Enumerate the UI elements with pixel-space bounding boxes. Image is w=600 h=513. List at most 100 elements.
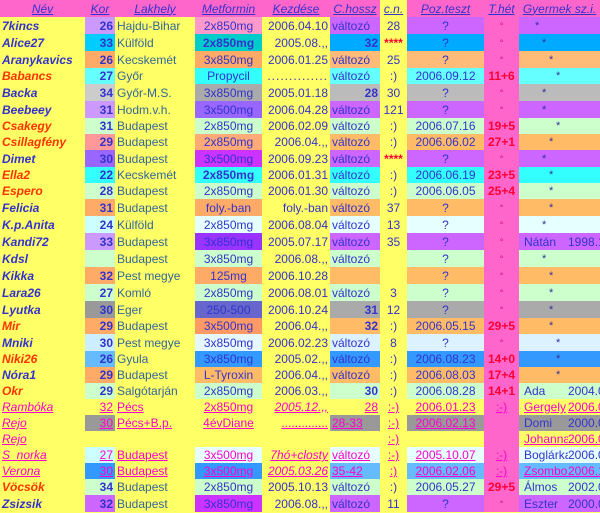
positive-test-value: ? (442, 102, 449, 117)
cell-name[interactable]: Rejo (0, 415, 85, 431)
cell-name[interactable]: Rambóka (0, 399, 85, 415)
table-row[interactable]: Rambóka 32 Pécs 2x850mg 2005.12.,, 28:-) 2006.… (0, 399, 600, 415)
table-row[interactable]: Csakegy 31 Budapest 2x850mg 2006.02.09 változ… (0, 118, 600, 134)
cell-name[interactable]: Verona (0, 463, 85, 479)
table-row[interactable]: Vöcsök 34 Budapest 2x850mg 2005.10.13 változó… (0, 479, 600, 495)
star-marker: * (549, 269, 554, 282)
table-row[interactable]: Niki26 26 Gyula 3x850mg 2005.02.,, változó:) 2… (0, 351, 600, 367)
column-header-thet[interactable]: T.hét (484, 0, 519, 17)
cell-age: 27 (85, 68, 115, 84)
cell-name[interactable]: Csillagfény (0, 134, 85, 150)
cell-name[interactable]: Lyutka (0, 301, 85, 318)
cell-name[interactable]: Nóra1 (0, 367, 85, 383)
cell-name[interactable]: Mniki (0, 334, 85, 351)
column-header-gyermek[interactable]: Gyermek sz.i. (519, 0, 600, 17)
cell-age: 33 (85, 34, 115, 51)
cell-name[interactable]: Ella2 (0, 167, 85, 183)
table-row[interactable]: Babancs 27 Győr Propycil.............. válto… (0, 68, 600, 84)
star-marker: * (549, 169, 554, 181)
cell-name[interactable]: Felicia (0, 199, 85, 216)
age-value: 26 (99, 52, 113, 67)
table-row[interactable]: Dimet 30 Budapest 3x500mg 2006.09.23 változó *… (0, 150, 600, 167)
cell-pregnancy-week: ° (484, 301, 519, 318)
cell-name[interactable]: 7kincs (0, 17, 85, 34)
cell-cycle-length: változó (330, 150, 380, 167)
residence-value: Kecskemét (117, 52, 177, 67)
star-marker: * (535, 19, 540, 32)
cell-name[interactable]: S_norka (0, 447, 85, 463)
cell-positive-test: 2006.06.19 (407, 167, 484, 183)
table-row[interactable]: Zsizsik 32 Budapest 3x850mg 2006.08.,, változ… (0, 495, 600, 512)
start-date-value: 2006.03.,, (274, 384, 328, 398)
cell-residence: Budapest (115, 250, 195, 267)
cell-name[interactable]: Lara26 (0, 284, 85, 301)
residence-value: Gyula (117, 352, 149, 366)
table-row[interactable]: K.p.Anita 24 Külföld 2x850mg 2006.08.04 válto… (0, 216, 600, 233)
cell-name[interactable]: Aranykavics (0, 51, 85, 68)
name-label: Lyutka (2, 302, 41, 317)
cell-name[interactable]: Csakegy (0, 118, 85, 134)
positive-test-value: 2006.02.06 (415, 464, 476, 478)
start-date-value: 2006.09.23 (267, 151, 328, 166)
cell-name[interactable]: Mir (0, 318, 85, 334)
metformin-value: 3x850mg (203, 352, 254, 366)
table-row[interactable]: Ella2 22 Kecskemét 2x850mg 2006.01.31 változó… (0, 167, 600, 183)
column-header-metformin[interactable]: Metformin (195, 0, 262, 17)
column-header-kezdese[interactable]: Kezdése (262, 0, 330, 17)
table-row[interactable]: Felicia 31 Budapest foly.-ban foly.-ban válto… (0, 199, 600, 216)
table-row[interactable]: Csillagfény 29 Budapest 2x850mg 2006.04.,, vá… (0, 134, 600, 150)
column-header-nev[interactable]: Név (0, 0, 85, 17)
cell-name[interactable]: Kdsl (0, 250, 85, 267)
cell-name[interactable]: Beebeey (0, 101, 85, 118)
table-row[interactable]: Aranykavics 26 Kecskemét 3x850mg 2006.01.25 v… (0, 51, 600, 68)
cell-age: 28 (85, 183, 115, 199)
table-row[interactable]: Nóra1 29 Budapest L-Tyroxin 2006.04.,, változ… (0, 367, 600, 383)
cell-name[interactable]: Zsizsik (0, 495, 85, 512)
cell-name[interactable]: Espero (0, 183, 85, 199)
table-row[interactable]: S_norka 27 Budapest 3x500mg 7hó+closty változ… (0, 447, 600, 463)
table-row[interactable]: Alice27 33 Külföld 2x850mg 2005.08.,, 32 ****?… (0, 34, 600, 51)
cell-name[interactable]: K.p.Anita (0, 216, 85, 233)
column-header-chossz[interactable]: C.hossz (330, 0, 380, 17)
cell-name[interactable]: Alice27 (0, 34, 85, 51)
table-row[interactable]: Rejo 30 Pécs+B.p. 4évDiane.............. 28-… (0, 415, 600, 431)
residence-value: Külföld (117, 217, 154, 232)
table-row[interactable]: Mniki 30 Pest megye 3x850mg 2006.02.23 változ… (0, 334, 600, 351)
cell-name[interactable]: Babancs (0, 68, 85, 84)
table-row[interactable]: Lara26 27 Komló 2x850mg 2006.08.01 változó 3? °… (0, 284, 600, 301)
table-row[interactable]: Mir 29 Budapest 3x500mg 2006.04.,, 32:) 2006.0… (0, 318, 600, 334)
cell-name[interactable]: Kikka (0, 267, 85, 284)
column-header-cn[interactable]: c.n. (380, 0, 407, 17)
residence-value: Hajdu-Bihar (117, 18, 181, 33)
table-row[interactable]: Backa 34 Győr-M.S. 3x850mg 2005.01.18 28 30? ° * (0, 84, 600, 101)
table-row[interactable]: Kandi72 33 Budapest 3x850mg 2005.07.17 változ… (0, 233, 600, 250)
table-row[interactable]: 7kincs 26 Hajdu-Bihar 2x850mg 2006.04.10 vált… (0, 17, 600, 34)
cell-name[interactable]: Backa (0, 84, 85, 101)
cell-name[interactable]: Niki26 (0, 351, 85, 367)
column-header-poz[interactable]: Poz.teszt (407, 0, 484, 17)
cell-metformin: 3x500mg (195, 318, 262, 334)
table-row[interactable]: Kdsl Budapest 3x850mg 2006.08.,, változó? ° * (0, 250, 600, 267)
star-marker: * (542, 103, 547, 116)
table-row[interactable]: Lyutka 30 Eger 250-500 2006.10.24 31 12? ° * (0, 301, 600, 318)
cell-name[interactable]: Kandi72 (0, 233, 85, 250)
column-header-kor[interactable]: Kor (85, 0, 115, 17)
cell-metformin: 2x850mg (195, 134, 262, 150)
cell-start-date: 2006.08.01 (262, 284, 330, 301)
table-row[interactable]: Espero 28 Budapest 2x850mg 2006.01.30 változó… (0, 183, 600, 199)
cell-positive-test: ? (407, 216, 484, 233)
table-row[interactable]: Verona 30 Budapest 3x500mg 2005.03.26 35-42:)… (0, 463, 600, 479)
table-row[interactable]: Kikka 32 Pest megye 125mg 2006.10.28? ° * (0, 267, 600, 284)
cell-name[interactable]: Vöcsök (0, 479, 85, 495)
cycle-length-value: 31 (364, 302, 378, 317)
metformin-value: 3x850mg (203, 335, 254, 350)
table-row[interactable]: Beebeey 31 Hodm.v.h. 3x500mg 2006.04.28 válto… (0, 101, 600, 118)
cell-name[interactable]: Rejo (0, 431, 85, 447)
name-label: Nóra1 (2, 368, 37, 382)
cell-name[interactable]: Dimet (0, 150, 85, 167)
column-header-lakhely[interactable]: Lakhely (115, 0, 195, 17)
cell-name[interactable]: Okr (0, 383, 85, 399)
table-row[interactable]: Okr 29 Salgótarján 2x850mg 2006.03.,, 30:) 200… (0, 383, 600, 399)
